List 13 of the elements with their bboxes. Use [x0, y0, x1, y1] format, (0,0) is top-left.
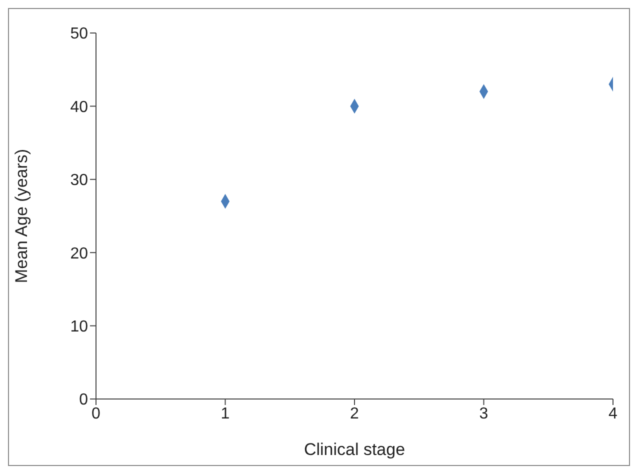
- y-tick-label: 0: [79, 392, 88, 409]
- x-axis-title: Clinical stage: [304, 440, 406, 459]
- x-tick-label: 1: [220, 405, 230, 422]
- y-tick-label: 30: [70, 172, 88, 190]
- y-tick-label: 40: [70, 98, 88, 116]
- x-tick-label: 2: [350, 405, 360, 422]
- x-tick-label: 4: [608, 405, 618, 422]
- y-tick-label: 50: [70, 26, 88, 43]
- x-tick-label: 0: [92, 405, 101, 422]
- y-tick-label: 10: [70, 318, 88, 336]
- y-axis-title: Mean Age (years): [12, 148, 32, 284]
- y-tick-label: 20: [70, 245, 88, 262]
- x-tick-label: 3: [479, 405, 488, 422]
